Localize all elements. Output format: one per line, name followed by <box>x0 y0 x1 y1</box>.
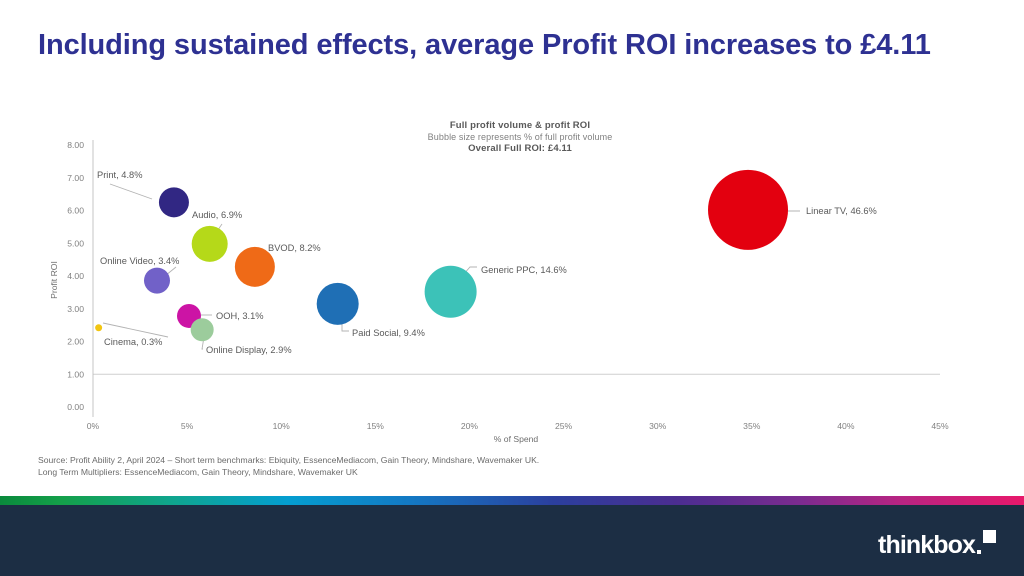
y-axis-ticks: 0.00 1.00 2.00 3.00 4.00 5.00 6.00 7.00 8.00 <box>67 140 84 412</box>
x-tick-label: 10% <box>273 421 291 431</box>
x-tick-label: 25% <box>555 421 573 431</box>
bubble-paid-social[interactable] <box>316 282 359 325</box>
y-tick-label: 7.00 <box>67 173 84 183</box>
x-axis-ticks: 0% 5% 10% 15% 20% 25% 30% 35% 40% 45% <box>87 421 949 431</box>
bubble-chart: 0.00 1.00 2.00 3.00 4.00 5.00 6.00 7.00 8.00 0% 5… <box>49 140 949 444</box>
y-tick-label: 8.00 <box>67 140 84 150</box>
brand-wordmark: thinkbox <box>878 531 976 559</box>
brand-dot-icon <box>977 550 981 554</box>
x-tick-label: 40% <box>837 421 855 431</box>
chart-canvas: 0.00 1.00 2.00 3.00 4.00 5.00 6.00 7.00 8.00 0% 5… <box>49 140 949 444</box>
source-note: Source: Profit Ability 2, April 2024 – S… <box>38 454 838 479</box>
y-tick-label: 3.00 <box>67 304 84 314</box>
bubble-audio[interactable] <box>191 225 228 262</box>
bubble-label-linear-tv: Linear TV, 46.6% <box>806 206 877 216</box>
chart-subtitle: Bubble size represents % of full profit … <box>427 132 613 142</box>
bubble-label-online-video: Online Video, 3.4% <box>100 256 179 266</box>
chart-header: Full profit volume & profit ROI Bubble s… <box>330 120 710 154</box>
bubble-linear-tv[interactable] <box>708 169 789 250</box>
bubbles <box>95 169 789 342</box>
thinkbox-logo: thinkbox <box>878 530 996 559</box>
bubble-online-display[interactable] <box>190 318 214 342</box>
brand-square-icon <box>983 530 996 543</box>
source-line-1: Source: Profit Ability 2, April 2024 – S… <box>38 455 540 465</box>
x-tick-label: 45% <box>931 421 949 431</box>
bubble-generic-ppc[interactable] <box>424 265 477 318</box>
x-axis-title: % of Spend <box>494 434 539 444</box>
y-tick-label: 4.00 <box>67 271 84 281</box>
x-tick-label: 35% <box>743 421 761 431</box>
x-tick-label: 30% <box>649 421 667 431</box>
chart-overall-roi: Overall Full ROI: £4.11 <box>468 143 572 154</box>
bubble-online-video[interactable] <box>143 267 170 294</box>
x-tick-label: 20% <box>461 421 479 431</box>
bubble-cinema[interactable] <box>95 324 103 332</box>
y-tick-label: 5.00 <box>67 238 84 248</box>
source-line-2: Long Term Multipliers: EssenceMediacom, … <box>38 467 358 478</box>
chart-title: Full profit volume & profit ROI <box>449 120 591 131</box>
bubble-label-generic-ppc: Generic PPC, 14.6% <box>481 265 567 275</box>
brand-color-stripe <box>0 496 1024 505</box>
page-title: Including sustained effects, average Pro… <box>38 29 931 61</box>
bubble-label-paid-social: Paid Social, 9.4% <box>352 328 425 338</box>
bubble-bvod[interactable] <box>234 246 275 287</box>
bubble-print[interactable] <box>158 187 189 218</box>
x-tick-label: 5% <box>181 421 194 431</box>
leader-line <box>109 183 153 200</box>
footer-band: thinkbox <box>0 505 1024 576</box>
bubble-label-print: Print, 4.8% <box>97 170 142 180</box>
bubble-labels: Cinema, 0.3% Online Video, 3.4% Print, 4.8… <box>97 170 877 355</box>
x-tick-label: 15% <box>367 421 385 431</box>
bubble-label-cinema: Cinema, 0.3% <box>104 337 162 347</box>
x-tick-label: 0% <box>87 421 100 431</box>
y-tick-label: 1.00 <box>67 369 84 379</box>
bubble-label-bvod: BVOD, 8.2% <box>268 243 321 253</box>
bubble-label-ooh: OOH, 3.1% <box>216 311 264 321</box>
bubble-label-audio: Audio, 6.9% <box>192 210 242 220</box>
y-tick-label: 0.00 <box>67 402 84 412</box>
leader-line <box>102 322 169 338</box>
y-axis-title: Profit ROI <box>49 261 59 299</box>
y-tick-label: 2.00 <box>67 337 84 347</box>
bubble-label-online-display: Online Display, 2.9% <box>206 345 292 355</box>
y-tick-label: 6.00 <box>67 206 84 216</box>
